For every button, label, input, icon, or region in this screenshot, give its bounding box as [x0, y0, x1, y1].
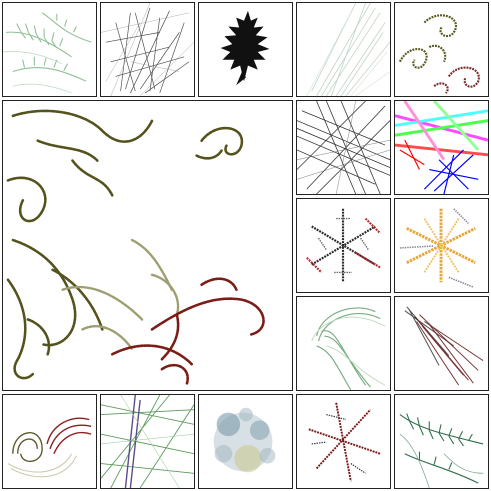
- large-julia-fractal-tile[interactable]: [2, 100, 293, 391]
- green-fern-tile[interactable]: [2, 2, 97, 97]
- dark-red-plume-tile[interactable]: [394, 296, 489, 391]
- orange-snowflake-tile[interactable]: [394, 198, 489, 293]
- black-crosshatch-tile[interactable]: [296, 100, 391, 195]
- rainbow-crosshatch-tile[interactable]: [394, 100, 489, 195]
- black-grass-sketch-tile[interactable]: [100, 2, 195, 97]
- black-leaf-silhouette-tile[interactable]: [198, 2, 293, 97]
- olive-red-spiral-tile[interactable]: [394, 2, 489, 97]
- green-fern-branch-tile[interactable]: [394, 394, 489, 489]
- green-purple-strands-tile[interactable]: [100, 394, 195, 489]
- blue-grey-cloud-tile[interactable]: [198, 394, 293, 489]
- shell-curl-tile[interactable]: [2, 394, 97, 489]
- pale-green-brush-tile[interactable]: [296, 2, 391, 97]
- grey-red-snowflake-tile[interactable]: [296, 198, 391, 293]
- red-snowflake-tile[interactable]: [296, 394, 391, 489]
- green-spiral-strokes-tile[interactable]: [296, 296, 391, 391]
